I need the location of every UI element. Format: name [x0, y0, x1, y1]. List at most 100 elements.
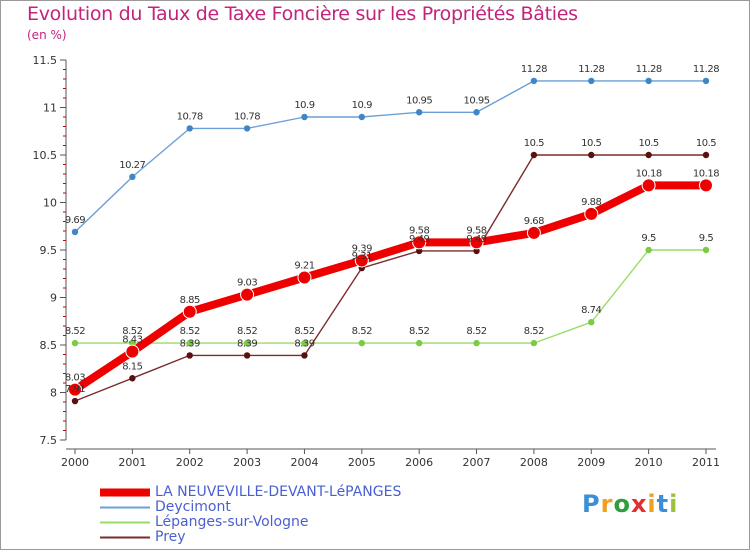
unit-label: (en %) [27, 28, 67, 42]
data-label: 9.49 [409, 234, 429, 245]
legend-item: Deycimont [100, 500, 401, 515]
data-point [358, 339, 366, 347]
data-point [645, 246, 652, 254]
data-point [301, 339, 308, 347]
data-label: 10.27 [119, 160, 145, 171]
data-label: 11.28 [521, 64, 547, 75]
data-point [415, 109, 423, 116]
data-point [71, 228, 79, 236]
x-tick-label: 2008 [520, 456, 548, 469]
data-label: 9.88 [581, 197, 601, 208]
data-point [186, 339, 193, 347]
data-point [240, 287, 255, 302]
legend-item: Prey [100, 530, 401, 545]
data-point [588, 151, 595, 159]
x-tick-label: 2003 [233, 456, 261, 469]
legend-item: LA NEUVEVILLE-DEVANT-LéPANGES [100, 485, 401, 500]
data-point [584, 206, 599, 221]
legend-swatch [100, 521, 150, 524]
data-label: 10.78 [234, 111, 260, 122]
data-label: 9.68 [524, 216, 544, 227]
data-point [645, 151, 652, 159]
data-point [129, 375, 136, 382]
data-label: 8.74 [581, 305, 601, 316]
data-label: 9.39 [352, 243, 372, 254]
logo-letter: P [582, 490, 601, 518]
data-point [243, 125, 251, 132]
data-point [186, 352, 193, 359]
x-tick-label: 2006 [405, 456, 433, 469]
series-line [74, 249, 707, 344]
data-label: 8.52 [524, 326, 544, 337]
data-point [530, 339, 538, 347]
data-point [358, 113, 366, 121]
data-point [702, 77, 710, 85]
data-point [473, 109, 480, 116]
data-label: 9.21 [294, 261, 314, 272]
data-point [588, 319, 595, 326]
data-point [182, 304, 197, 319]
x-tick-label: 2009 [577, 456, 605, 469]
data-point [129, 173, 136, 181]
data-label: 8.03 [65, 373, 85, 384]
data-label: 8.52 [65, 326, 85, 337]
data-point [415, 339, 423, 347]
logo-letter: t [656, 490, 670, 518]
x-tick-label: 2011 [692, 456, 720, 469]
data-label: 8.52 [409, 326, 429, 337]
data-point [415, 247, 423, 255]
data-point [301, 352, 308, 359]
data-label: 9.31 [352, 251, 372, 262]
data-label: 10.95 [406, 95, 432, 106]
data-label: 11.28 [578, 64, 604, 75]
data-label: 9.5 [699, 233, 714, 244]
series-points [68, 77, 713, 405]
legend-swatch [100, 488, 150, 497]
logo-letter: x [630, 490, 648, 518]
data-point [125, 344, 140, 359]
data-label: 9.49 [466, 234, 486, 245]
data-point [68, 382, 82, 397]
data-label: 8.52 [352, 326, 372, 337]
data-label: 9.58 [466, 225, 486, 236]
y-tick-label: 7.5 [40, 434, 58, 447]
data-point [702, 151, 710, 159]
proxiti-logo: Proxiti [582, 490, 678, 518]
data-point [301, 113, 308, 121]
legend-swatch [100, 506, 150, 509]
data-label: 9.58 [409, 225, 429, 236]
data-label: 8.39 [237, 338, 257, 349]
data-label: 8.39 [294, 338, 314, 349]
y-tick-label: 10.5 [33, 149, 58, 162]
data-label: 10.9 [352, 100, 372, 111]
data-point [412, 235, 427, 250]
axes: 7.5 8 8.5 9 9.5 10 10.5 11 11.5 2000 2001 2002 2003 2… [33, 54, 721, 469]
data-point [645, 77, 652, 85]
data-label: 8.15 [122, 361, 142, 372]
legend-label: Prey [155, 529, 186, 545]
series-line [74, 80, 707, 233]
data-point [129, 339, 136, 347]
data-label: 10.5 [524, 138, 544, 149]
data-label: 8.39 [180, 338, 200, 349]
data-point [354, 253, 369, 268]
data-labels: 9.69 10.27 10.78 10.78 10.9 10.9 10.95 10.95 11.… [65, 64, 720, 395]
y-tick-label: 11 [43, 102, 57, 115]
data-point [641, 178, 656, 193]
logo-letter: o [613, 490, 631, 518]
data-label: 10.18 [636, 168, 662, 179]
data-point [699, 178, 713, 193]
data-label: 8.43 [122, 335, 142, 346]
data-label: 10.5 [639, 138, 659, 149]
data-point [473, 339, 480, 347]
data-point [702, 246, 710, 254]
data-point [469, 235, 484, 250]
data-point [243, 339, 251, 347]
logo-letter: r [600, 490, 614, 518]
data-label: 8.52 [466, 326, 486, 337]
data-label: 9.03 [237, 278, 257, 289]
data-label: 8.85 [180, 295, 200, 306]
data-point [186, 125, 193, 132]
data-point [530, 77, 538, 85]
data-label: 8.52 [180, 326, 200, 337]
